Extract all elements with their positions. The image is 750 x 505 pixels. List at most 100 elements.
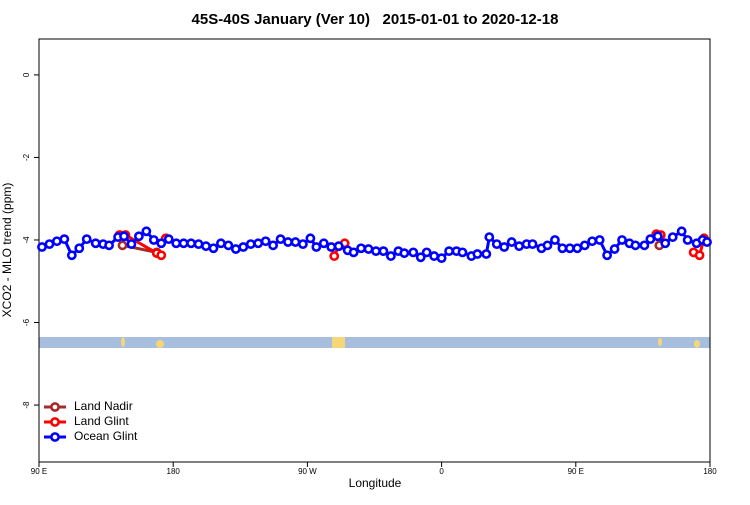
y-tick-label: -2 xyxy=(22,153,31,161)
data-point xyxy=(44,239,55,250)
chart-title: 45S-40S January (Ver 10) 2015-01-01 to 2… xyxy=(192,11,559,28)
data-point xyxy=(141,226,152,237)
data-point xyxy=(645,234,656,245)
data-point xyxy=(378,246,389,257)
data-point xyxy=(429,251,440,261)
data-point xyxy=(444,246,454,257)
data-point xyxy=(630,240,641,251)
data-point xyxy=(283,237,293,247)
data-point xyxy=(329,251,340,261)
x-tick-label: 0 xyxy=(439,467,444,476)
data-point xyxy=(275,234,286,245)
data-point xyxy=(457,247,468,258)
data-point xyxy=(694,250,705,261)
data-point xyxy=(59,234,70,245)
data-point xyxy=(667,232,678,242)
data-point xyxy=(37,242,47,252)
legend-label: Land Nadir xyxy=(74,399,133,413)
data-point xyxy=(311,242,322,252)
land-patch xyxy=(694,340,700,348)
data-point xyxy=(253,238,264,249)
data-point xyxy=(557,243,568,254)
data-point xyxy=(268,240,279,251)
data-point xyxy=(117,240,128,251)
data-point xyxy=(216,238,226,249)
data-point xyxy=(201,241,211,252)
data-point xyxy=(148,235,159,245)
data-point xyxy=(333,241,344,252)
land-patch xyxy=(658,338,662,346)
data-point xyxy=(408,247,419,258)
land-patch xyxy=(332,337,345,348)
data-point xyxy=(230,244,241,254)
y-axis-label: XCO2 - MLO trend (ppm) xyxy=(0,183,14,318)
data-point xyxy=(499,242,510,252)
data-point xyxy=(290,237,301,247)
land-ocean-strip xyxy=(39,337,710,348)
data-point xyxy=(163,234,174,245)
y-tick-label: -8 xyxy=(22,401,31,409)
data-point xyxy=(506,237,517,247)
legend-swatch-marker xyxy=(50,432,60,442)
y-tick-label: -6 xyxy=(22,318,31,326)
data-point xyxy=(156,250,167,261)
legend-swatch-marker xyxy=(50,402,60,412)
data-point xyxy=(208,243,219,254)
series xyxy=(114,229,709,261)
data-point xyxy=(481,249,492,259)
data-point xyxy=(386,251,396,261)
data-point xyxy=(74,243,85,254)
legend-swatch-marker xyxy=(50,417,60,427)
data-point xyxy=(484,232,495,242)
data-point xyxy=(436,253,447,264)
ocean-band xyxy=(39,337,710,348)
data-point xyxy=(682,235,693,245)
x-tick-label: 90 E xyxy=(31,467,47,476)
data-point xyxy=(126,239,137,250)
data-point xyxy=(238,242,249,252)
data-point xyxy=(81,234,92,245)
series xyxy=(37,226,712,264)
legend-label: Ocean Glint xyxy=(74,429,138,443)
x-tick-label: 180 xyxy=(167,467,181,476)
data-point xyxy=(356,243,366,254)
land-patch xyxy=(156,340,164,348)
x-tick-label: 90 E xyxy=(568,467,584,476)
data-point xyxy=(421,247,432,258)
data-point xyxy=(602,250,613,261)
x-tick-label: 180 xyxy=(703,467,717,476)
data-point xyxy=(156,238,167,249)
legend-label: Land Glint xyxy=(74,414,129,428)
data-point xyxy=(193,239,204,250)
data-point xyxy=(363,244,374,254)
data-point xyxy=(587,236,598,247)
data-point xyxy=(617,235,627,245)
data-point xyxy=(594,235,605,245)
data-point xyxy=(186,238,196,249)
data-point xyxy=(178,238,189,249)
data-point xyxy=(572,243,583,254)
data-point xyxy=(66,250,77,261)
land-patch xyxy=(121,337,125,347)
data-point xyxy=(245,239,256,250)
data-point xyxy=(652,231,663,242)
data-point xyxy=(676,226,687,237)
data-point xyxy=(371,246,381,257)
data-point xyxy=(51,236,62,247)
data-point xyxy=(348,247,359,258)
data-point xyxy=(550,235,560,245)
data-point xyxy=(702,237,712,247)
data-point xyxy=(134,231,144,242)
data-point xyxy=(171,238,182,249)
data-point xyxy=(564,243,575,254)
data-point xyxy=(542,240,553,251)
data-point xyxy=(305,233,316,244)
data-point xyxy=(514,241,525,252)
data-point xyxy=(527,239,538,250)
data-point xyxy=(399,248,410,259)
y-tick-label: -4 xyxy=(22,236,31,244)
data-point xyxy=(579,240,590,251)
data-point xyxy=(491,239,502,250)
data-point xyxy=(260,236,271,247)
